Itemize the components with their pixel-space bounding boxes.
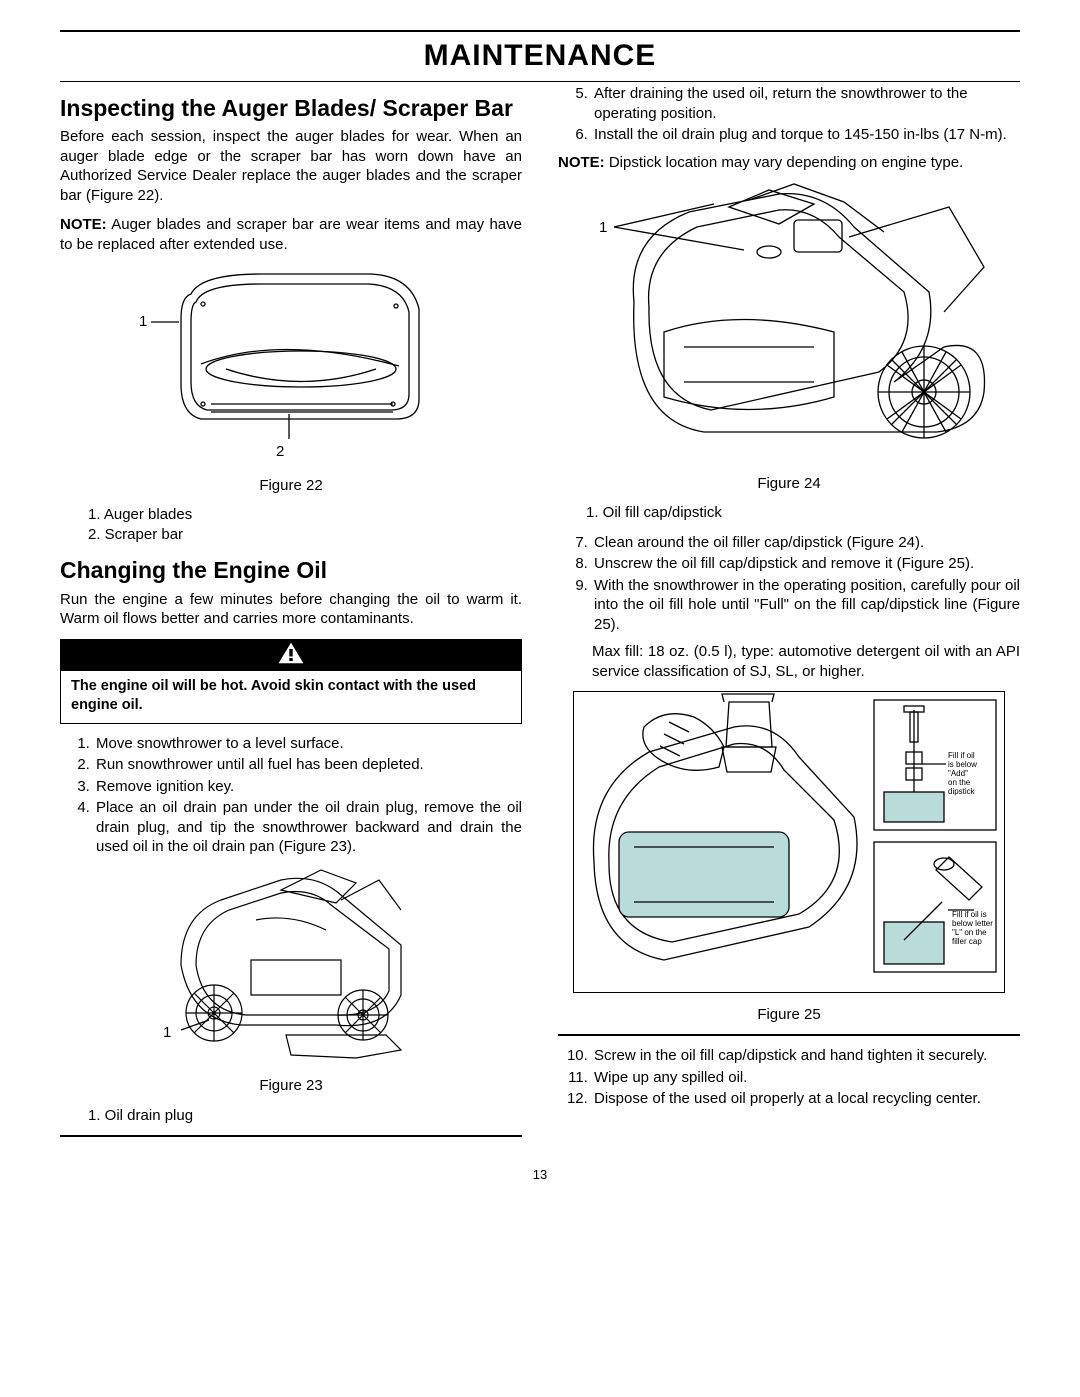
note-label: NOTE: — [60, 216, 107, 233]
step-8: Unscrew the oil fill cap/dipstick and re… — [592, 554, 1020, 574]
note-inspect: NOTE: Auger blades and scraper bar are w… — [60, 215, 522, 254]
oil-steps-10-12: Screw in the oil fill cap/dipstick and h… — [558, 1046, 1020, 1109]
fig24-key-1: 1. Oil fill cap/dipstick — [586, 503, 1020, 523]
page-number: 13 — [60, 1167, 1020, 1184]
fig23-key: 1. Oil drain plug — [88, 1106, 522, 1126]
right-column: After draining the used oil, return the … — [558, 82, 1020, 1147]
fig23-key-1: 1. Oil drain plug — [88, 1106, 522, 1126]
note-dipstick-text: Dipstick location may vary depending on … — [609, 154, 963, 171]
step-7: Clean around the oil filler cap/dipstick… — [592, 533, 1020, 553]
warning-box: The engine oil will be hot. Avoid skin c… — [60, 639, 522, 724]
figure-22: 1 2 Figure 22 — [60, 264, 522, 495]
note-label-2: NOTE: — [558, 154, 605, 171]
fig25-lbl2a: Fill if oil is — [952, 910, 987, 919]
heading-change-oil: Changing the Engine Oil — [60, 558, 522, 583]
step-4: Place an oil drain pan under the oil dra… — [94, 798, 522, 857]
step-3: Remove ignition key. — [94, 777, 522, 797]
heading-inspect-auger: Inspecting the Auger Blades/ Scraper Bar — [60, 96, 522, 121]
two-column-layout: Inspecting the Auger Blades/ Scraper Bar… — [60, 82, 1020, 1147]
warning-header — [61, 640, 521, 672]
fig25-lbl2c: "L" on the — [952, 928, 987, 937]
fig25-lbl1d: on the — [948, 778, 971, 787]
fig23-caption: Figure 23 — [60, 1076, 522, 1096]
step-9: With the snowthrower in the operating po… — [592, 576, 1020, 635]
figure-25: Fill if oil is below "Add" on the dipsti… — [558, 691, 1020, 1024]
step-2: Run snowthrower until all fuel has been … — [94, 755, 522, 775]
fig25-lbl1e: dipstick — [948, 787, 976, 796]
para-oil-intro: Run the engine a few minutes before chan… — [60, 590, 522, 629]
note-inspect-text: Auger blades and scraper bar are wear it… — [60, 216, 522, 253]
fig22-callout-1: 1 — [139, 312, 147, 332]
left-column: Inspecting the Auger Blades/ Scraper Bar… — [60, 82, 522, 1147]
right-divider — [558, 1034, 1020, 1036]
fig25-lbl2b: below letter — [952, 919, 993, 928]
fig24-key: 1. Oil fill cap/dipstick — [586, 503, 1020, 523]
fig22-caption: Figure 22 — [60, 476, 522, 496]
oil-steps-1-4: Move snowthrower to a level surface. Run… — [60, 734, 522, 857]
fig24-callout-1: 1 — [599, 218, 607, 238]
step-6: Install the oil drain plug and torque to… — [592, 125, 1020, 145]
figure-25-svg: Fill if oil is below "Add" on the dipsti… — [574, 692, 1004, 992]
fig25-lbl1b: is below — [948, 760, 977, 769]
fig25-lbl1a: Fill if oil — [948, 751, 975, 760]
step-1: Move snowthrower to a level surface. — [94, 734, 522, 754]
para-inspect: Before each session, inspect the auger b… — [60, 127, 522, 205]
figure-24-svg — [589, 182, 989, 462]
fig24-caption: Figure 24 — [558, 474, 1020, 494]
max-fill: Max fill: 18 oz. (0.5 l), type: automoti… — [592, 642, 1020, 681]
fig25-lbl2d: filler cap — [952, 937, 982, 946]
step-5: After draining the used oil, return the … — [592, 84, 1020, 123]
fig25-caption: Figure 25 — [558, 1005, 1020, 1025]
step-11: Wipe up any spilled oil. — [592, 1068, 1020, 1088]
fig25-lbl1c: "Add" — [948, 769, 968, 778]
figure-23-svg — [141, 865, 441, 1065]
warning-triangle-icon — [278, 642, 304, 664]
figure-22-svg — [141, 264, 441, 464]
figure-23: 1 Figure 23 — [60, 865, 522, 1096]
note-dipstick: NOTE: Dipstick location may vary dependi… — [558, 153, 1020, 173]
fig22-key: 1. Auger blades 2. Scraper bar — [88, 505, 522, 544]
oil-steps-7-9: Clean around the oil filler cap/dipstick… — [558, 533, 1020, 635]
fig22-callout-2: 2 — [276, 442, 284, 462]
fig23-callout-1: 1 — [163, 1023, 171, 1043]
step-12: Dispose of the used oil properly at a lo… — [592, 1089, 1020, 1109]
warning-text: The engine oil will be hot. Avoid skin c… — [61, 671, 521, 723]
top-rule — [60, 30, 1020, 32]
figure-24: 1 Figure 24 — [558, 182, 1020, 493]
left-end-rule — [60, 1135, 522, 1137]
step-10: Screw in the oil fill cap/dipstick and h… — [592, 1046, 1020, 1066]
oil-steps-5-6: After draining the used oil, return the … — [558, 84, 1020, 145]
fig22-key-2: 2. Scraper bar — [88, 525, 522, 545]
page-title: MAINTENANCE — [60, 36, 1020, 75]
fig22-key-1: 1. Auger blades — [88, 505, 522, 525]
